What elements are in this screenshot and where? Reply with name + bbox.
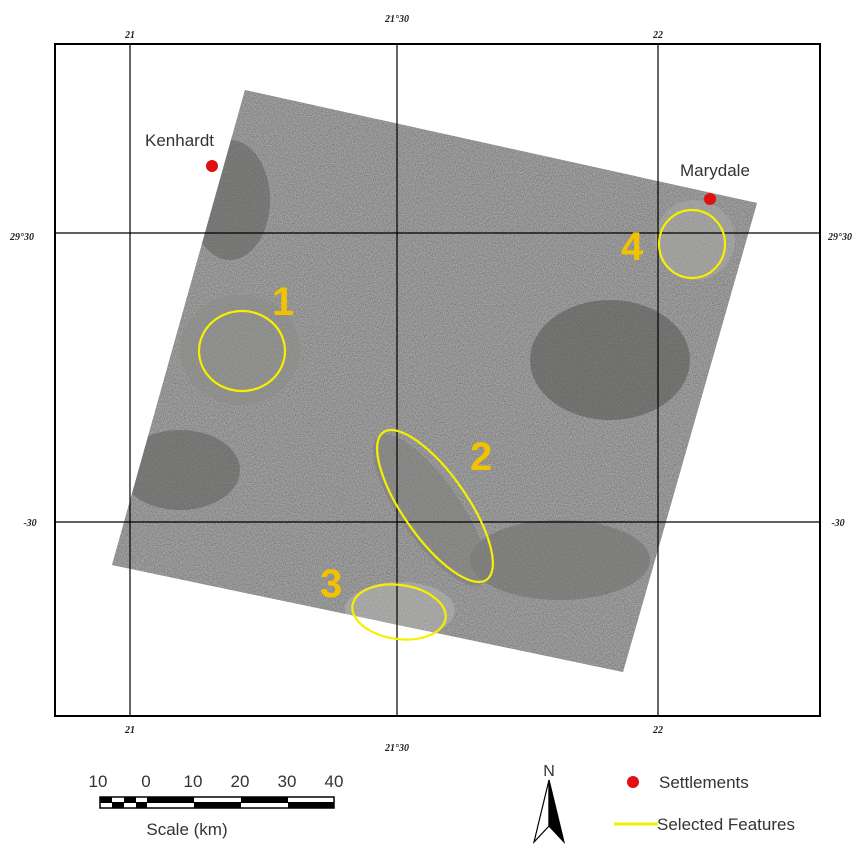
scale-tick-10: 10 [184,772,203,791]
grid-label-top-2130: 21°30 [384,14,409,25]
feature-number-3: 3 [320,562,342,606]
scale-bar-label: Scale (km) [146,820,227,839]
graticule [55,44,820,716]
grid-label-bottom-22: 22 [652,725,663,736]
legend-settlement-icon [627,776,639,788]
feature-outline-3 [351,583,447,641]
settlement-label-marydale: Marydale [680,161,750,180]
legend-features-label: Selected Features [657,815,795,834]
grid-label-left-2930: 29°30 [9,232,34,243]
north-arrow-icon: N [532,763,566,845]
grid-label-top-22: 22 [652,30,663,41]
feature-number-4: 4 [621,225,644,269]
grid-label-top-21: 21 [124,30,135,41]
scale-tick-20: 20 [231,772,250,791]
grid-label-bottom-2130: 21°30 [384,743,409,754]
feature-outline-4 [657,208,727,280]
feature-outline-2 [376,428,494,584]
scale-tick-30: 30 [278,772,297,791]
settlement-dot-kenhardt [206,160,218,172]
scale-bar: 10 0 10 20 30 40 Scale (km) [89,772,344,839]
settlement-dot-marydale [704,193,716,205]
grid-label-bottom-21: 21 [124,725,135,736]
grid-label-left-30: -30 [23,518,36,529]
scale-tick-40: 40 [325,772,344,791]
legend: Settlements Selected Features [614,773,795,834]
feature-outline-1 [197,309,287,393]
feature-number-1: 1 [272,280,294,324]
scale-tick-0: 0 [141,772,150,791]
grid-label-right-2930: 29°30 [827,232,852,243]
feature-number-2: 2 [470,435,492,479]
legend-settlements-label: Settlements [659,773,749,792]
north-arrow-label: N [543,763,555,780]
scale-tick-10-left: 10 [89,772,108,791]
grid-label-right-30: -30 [831,518,844,529]
settlement-label-kenhardt: Kenhardt [145,131,214,150]
